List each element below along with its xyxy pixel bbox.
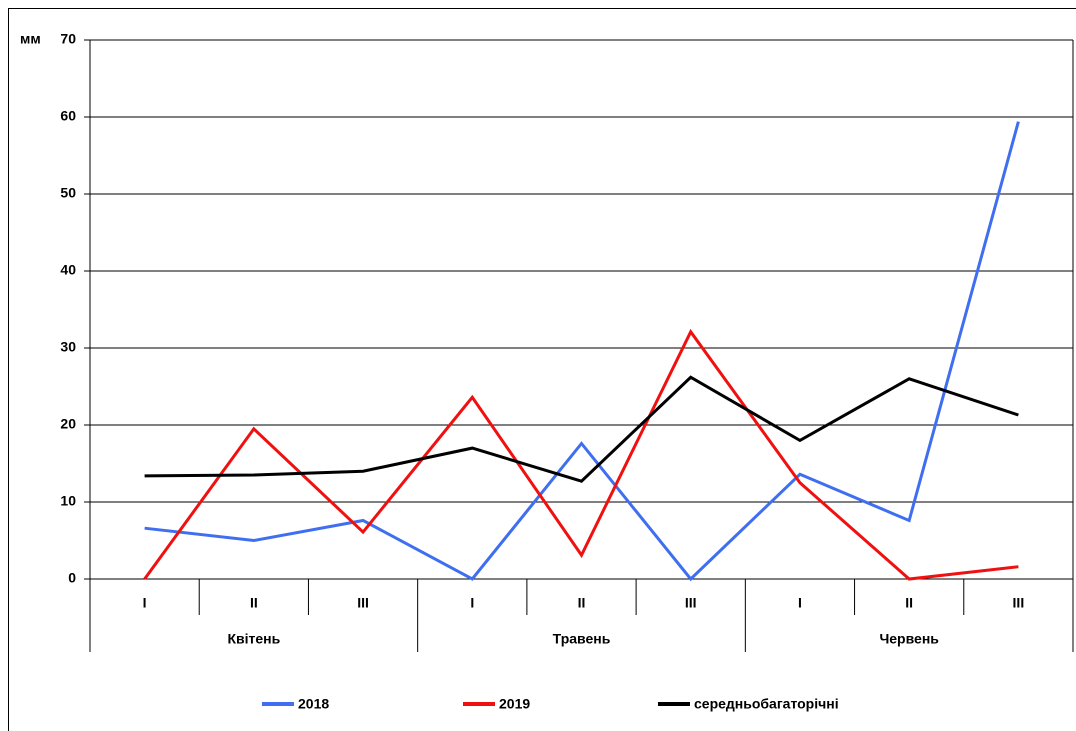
group-label: Червень — [879, 631, 939, 647]
y-tick-label: 20 — [60, 416, 76, 432]
y-axis-label: мм — [20, 31, 41, 47]
y-tick-label: 70 — [60, 31, 76, 47]
y-tick-label: 40 — [60, 262, 76, 278]
frame — [8, 8, 1076, 731]
x-tick-label: III — [685, 595, 697, 611]
y-tick-label: 30 — [60, 339, 76, 355]
group-label: Травень — [553, 631, 611, 647]
series-line — [144, 375, 1019, 483]
x-tick-label: III — [357, 595, 369, 611]
legend-label: середньобагаторічні — [694, 696, 839, 712]
y-tick-label: 0 — [68, 570, 76, 586]
x-tick-label: I — [470, 595, 474, 611]
series-line — [144, 121, 1020, 582]
x-tick-label: III — [1013, 595, 1025, 611]
legend-label: 2018 — [298, 696, 329, 712]
y-tick-label: 10 — [60, 493, 76, 509]
x-tick-label: II — [905, 595, 913, 611]
group-label: Квітень — [227, 631, 280, 647]
x-tick-label: I — [143, 595, 147, 611]
x-tick-label: II — [578, 595, 586, 611]
legend-label: 2019 — [499, 696, 530, 712]
y-tick-label: 60 — [60, 108, 76, 124]
y-tick-label: 50 — [60, 185, 76, 201]
x-tick-label: II — [250, 595, 258, 611]
x-tick-label: I — [798, 595, 802, 611]
series-line — [143, 328, 1019, 581]
